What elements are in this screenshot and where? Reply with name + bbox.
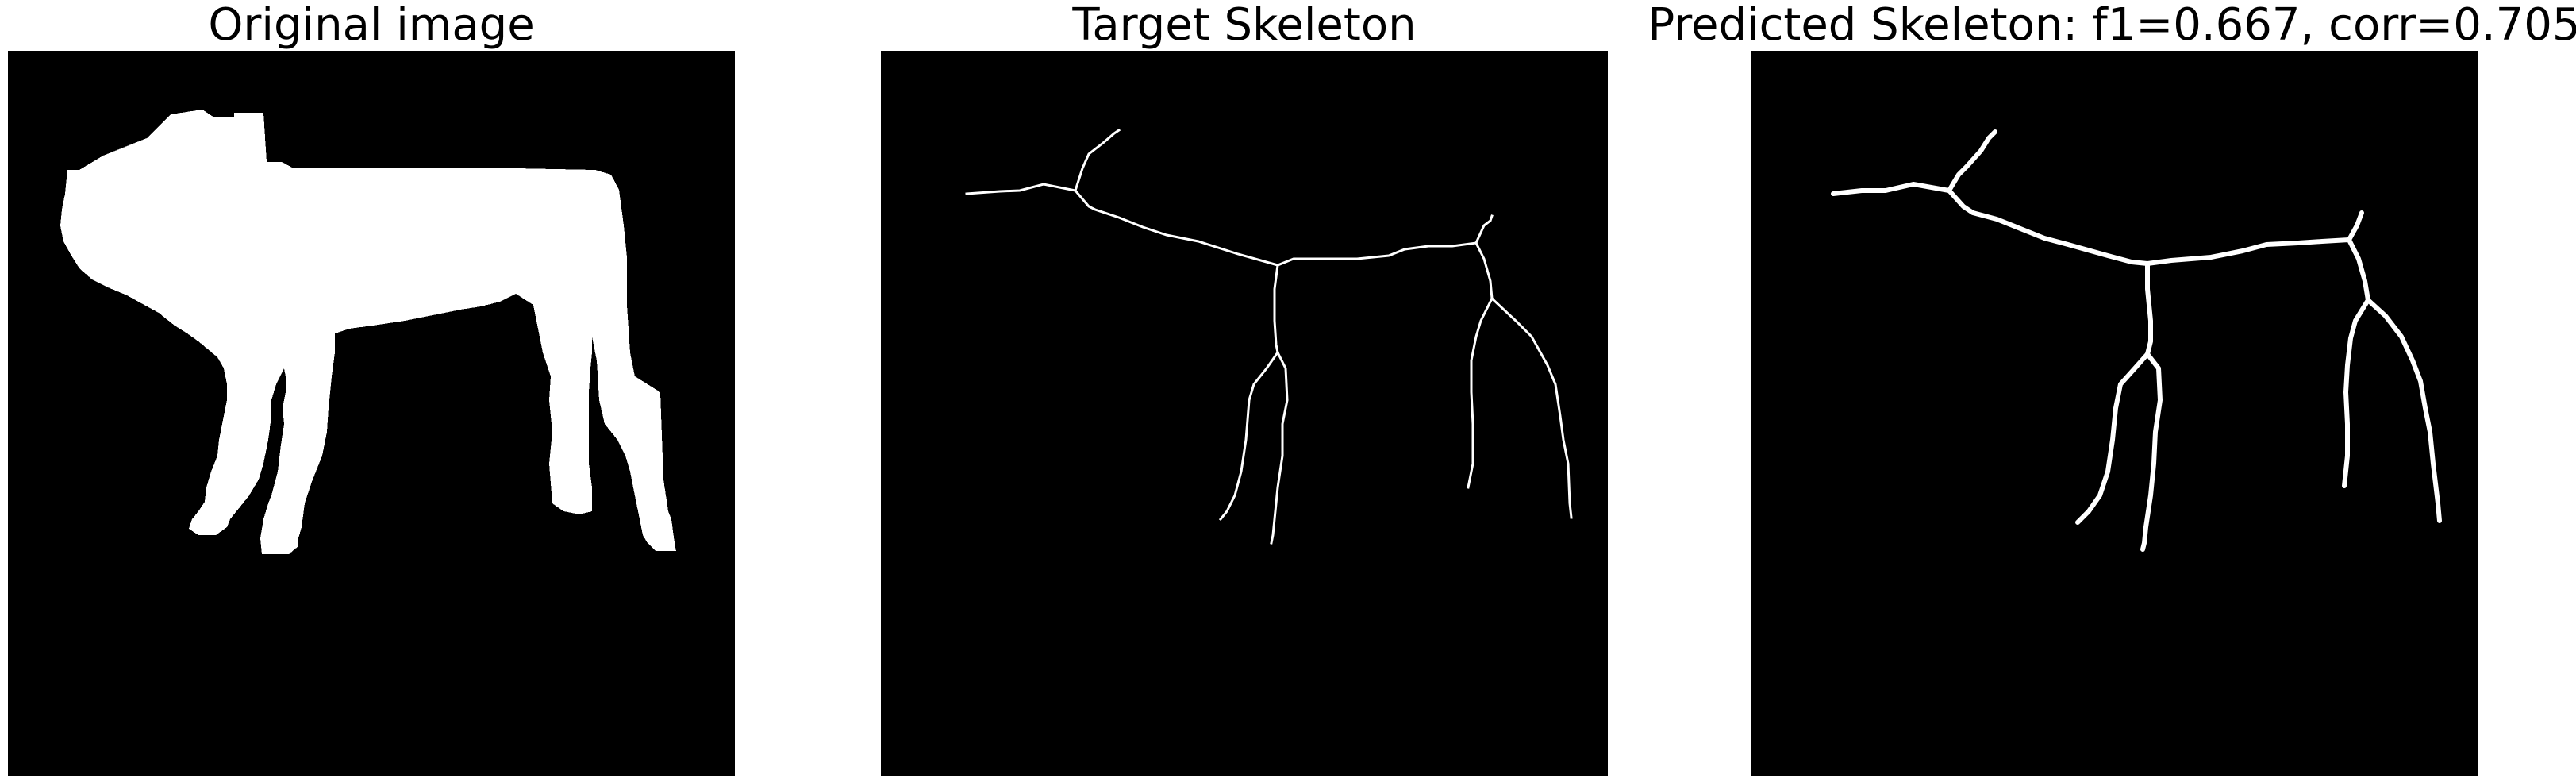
predicted-skeleton-title: Predicted Skeleton: f1=0.667, corr=0.705 xyxy=(1647,0,2576,51)
original-image xyxy=(8,51,735,776)
target-skeleton-lines xyxy=(965,128,1573,545)
predicted-skeleton-panel: Predicted Skeleton: f1=0.667, corr=0.705 xyxy=(1647,0,2576,782)
original-image-panel: Original image xyxy=(8,0,735,782)
predicted-skeleton-lines xyxy=(1831,129,2442,552)
original-image-title: Original image xyxy=(208,0,535,51)
target-skeleton-title: Target Skeleton xyxy=(1072,0,1417,51)
predicted-skeleton-image xyxy=(1751,51,2478,776)
calf-silhouette xyxy=(60,110,676,554)
target-skeleton-image xyxy=(881,51,1608,776)
target-skeleton-panel: Target Skeleton xyxy=(881,0,1608,782)
